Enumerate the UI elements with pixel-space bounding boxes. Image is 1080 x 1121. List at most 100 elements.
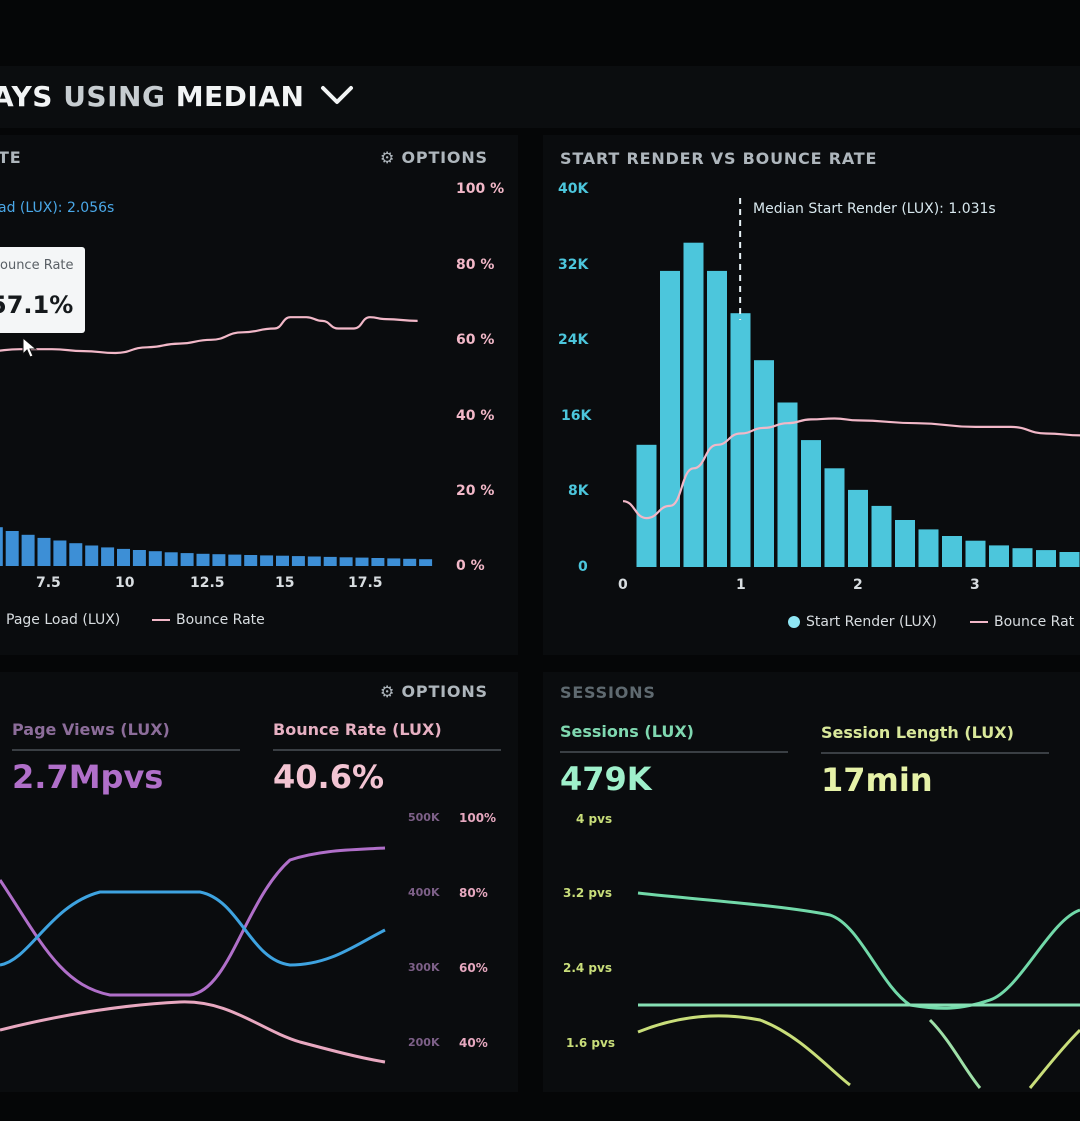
start-render-panel [543,135,1080,655]
page-load-bar [212,554,226,566]
gear-icon: ⚙ [380,148,396,167]
page-load-bar [260,555,274,566]
start-render-bar [1059,552,1080,567]
page-load-bar [5,531,19,566]
page-load-panel [0,135,518,655]
start-render-bar [942,536,962,567]
page-load-bar [148,551,162,566]
page-load-bar [0,527,3,566]
page-views-label: Page Views (LUX) [12,720,170,739]
bounce-rate-line-2 [622,417,1080,520]
tooltip-label: ounce Rate [0,258,74,273]
kpi-divider [12,749,240,751]
bounce-rate-trend-line [0,846,386,997]
right-axis-tick: 80 % [456,257,495,273]
right-axis-tick: 0 % [456,558,485,574]
options-button-1[interactable]: ⚙ OPTIONS [380,148,488,167]
legend-start-render-label: Start Render (LUX) [806,614,937,630]
page-views-axis-b-tick: 60% [459,961,488,975]
options-label-2: OPTIONS [401,682,488,701]
start-render-bar [660,270,680,567]
start-render-bar [989,545,1009,567]
start-render-bar [848,489,868,567]
page-load-bar [85,545,99,566]
page-load-bar [196,553,210,566]
start-render-bar [777,402,798,567]
page-load-bar [419,559,433,566]
session-length-value: 17min [821,761,933,799]
start-render-bar [730,313,751,567]
page-load-bar [228,554,242,566]
start-render-bar [918,529,939,567]
start-render-chart [622,198,1080,567]
page-load-bar [355,557,369,566]
page-load-bar [21,534,35,566]
page-load-bar [69,543,83,566]
legend-page-load[interactable]: Page Load (LUX) [6,612,120,628]
x-axis-tick: 17.5 [348,575,383,591]
right-axis-tick: 100 % [456,181,505,197]
legend-page-load-label: Page Load (LUX) [6,612,121,628]
x-axis-tick: 10 [115,575,135,591]
chevron-down-icon[interactable] [319,83,355,107]
page-load-bar [371,558,385,566]
kpi-divider [560,751,788,753]
legend-bounce-rate[interactable]: Bounce Rate [152,612,265,628]
right-axis-tick: 40 % [456,408,495,424]
legend-line-swatch [152,619,170,621]
page-views-axis-a-tick: 400K [408,886,440,899]
start-render-bar [895,520,915,567]
start-render-bar [754,360,774,567]
legend-bounce-rate-2[interactable]: Bounce Rat [970,614,1074,630]
range-selector[interactable]: AYS USING MEDIAN [0,80,355,113]
bounce-tooltip: ounce Rate 57.1% [0,247,85,333]
sessions-trend-line [637,891,1080,1010]
start-render-bar [871,505,892,567]
left-axis-tick: 40K [558,181,589,197]
start-render-bar [636,444,657,567]
page-views-chart [0,846,386,1064]
left-axis-tick: 8K [568,483,589,499]
range-title-part2: USING [63,80,166,113]
page-views-trend-line [0,890,386,967]
options-button-2[interactable]: ⚙ OPTIONS [380,682,488,701]
left-axis-tick: 16K [561,408,592,424]
session-length-trend-line-3 [1028,1028,1080,1089]
page-load-bar [276,555,289,566]
x-axis-tick: 3 [970,577,980,593]
right-axis-tick: 60 % [456,332,495,348]
page-views-axis-a-tick: 500K [408,811,440,824]
legend-start-render[interactable]: Start Render (LUX) [788,614,937,630]
start-render-bar [824,468,845,567]
page-load-bar [101,547,115,566]
page-load-bar [164,552,178,566]
range-title-part1: AYS [0,80,53,113]
start-render-bar [1036,550,1056,567]
range-title-part3: MEDIAN [175,80,305,113]
left-axis-tick: 0 [578,559,588,575]
sessions-chart [637,891,1080,1089]
legend-bounce-rate-label: Bounce Rate [176,612,265,628]
median-page-load-annotation: ad (LUX): 2.056s [0,200,115,216]
gear-icon: ⚙ [380,682,396,701]
page-views-axis-b-tick: 40% [459,1036,488,1050]
page-load-bar [132,550,146,566]
page-load-bar [323,556,337,566]
page-load-bar [244,555,258,566]
sessions-label: Sessions (LUX) [560,722,694,741]
x-axis-tick: 15 [275,575,295,591]
page-load-bar [387,558,401,566]
sessions-value: 479K [560,760,652,798]
page-load-bar [180,553,194,566]
bounce-rate-line [0,316,418,355]
session-length-label: Session Length (LUX) [821,723,1014,742]
sessions-axis-tick: 4 pvs [576,812,613,826]
page-load-bar [37,537,51,566]
page-load-bar [291,556,305,566]
cursor-icon [22,336,38,358]
sessions-panel [543,672,1080,1092]
page-views-panel [0,672,518,1092]
page-load-panel-title: TE [0,148,22,167]
page-load-bar [307,556,321,566]
left-axis-tick: 24K [558,332,589,348]
